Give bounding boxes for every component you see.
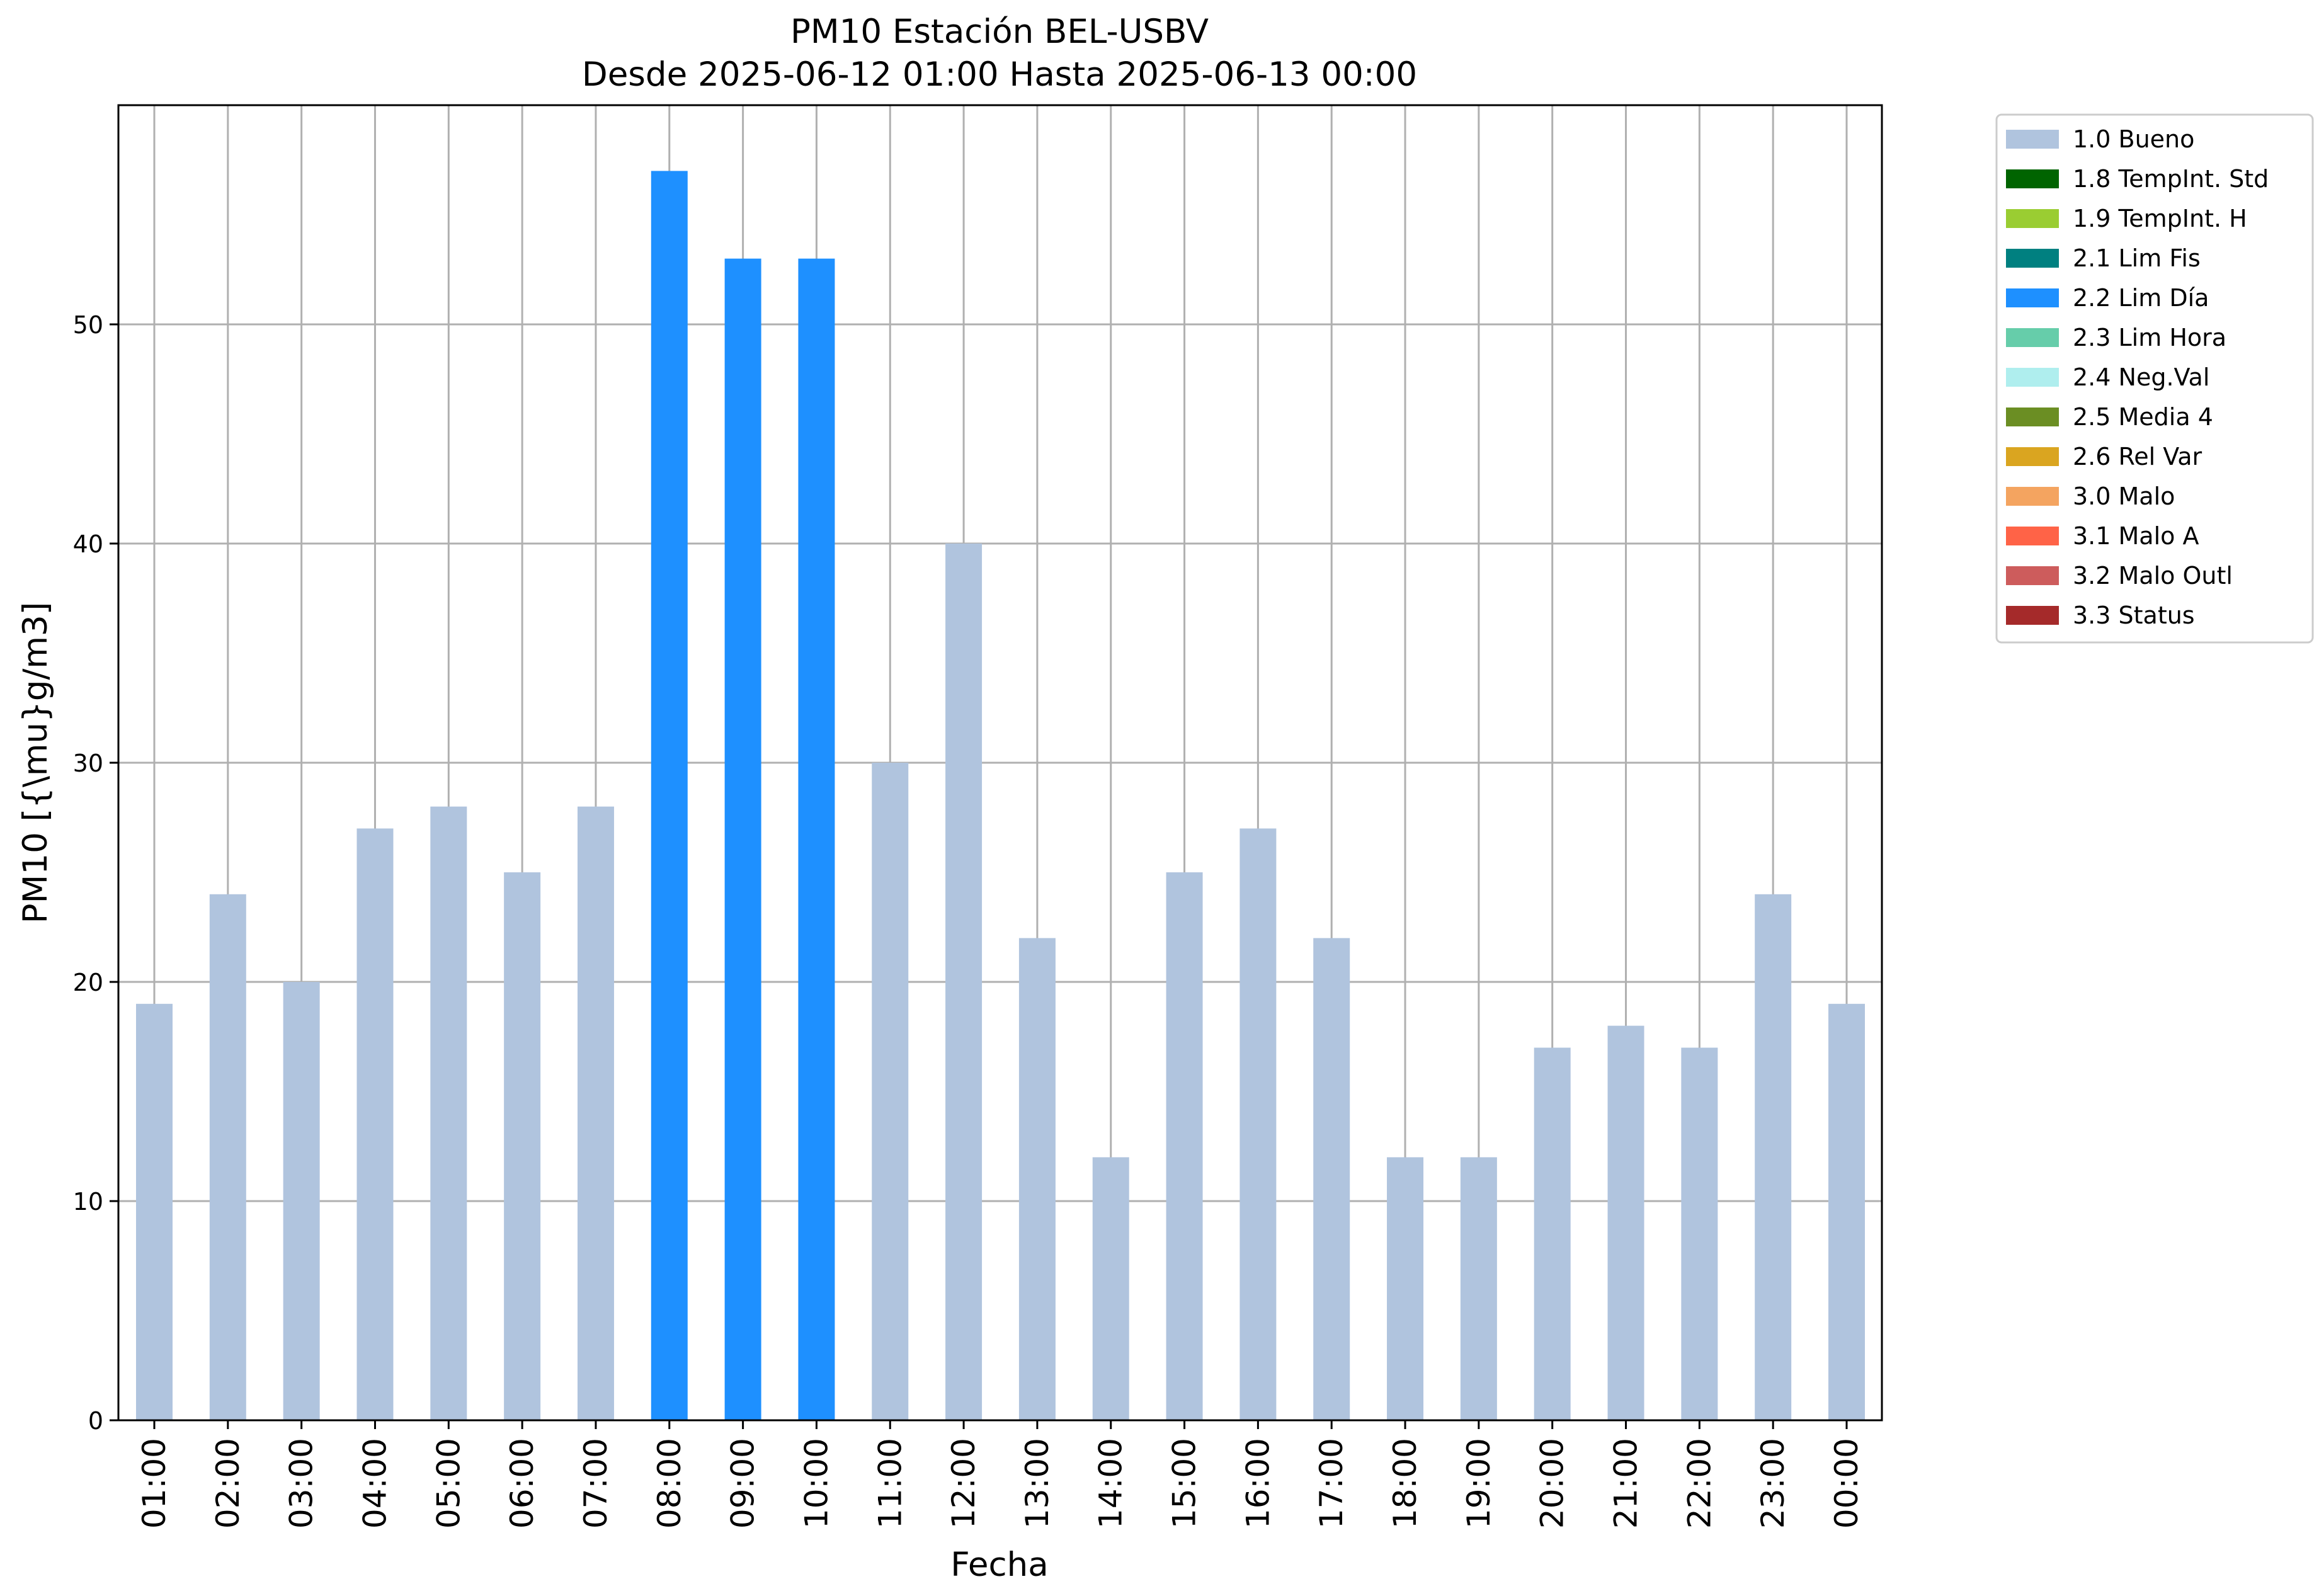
legend: 1.0 Bueno 1.8 TempInt. Std 1.9 TempInt. H 2… [1995, 113, 2314, 644]
x-tick-label: 01:00 [136, 1438, 173, 1529]
x-tick-label: 18:00 [1387, 1438, 1423, 1529]
x-tick-label: 00:00 [1828, 1438, 1865, 1529]
legend-swatch [2006, 169, 2059, 188]
x-tick-label: 08:00 [651, 1438, 688, 1529]
y-tick-label: 20 [73, 969, 103, 996]
legend-label: 2.1 Lim Fis [2073, 244, 2201, 272]
bar [724, 258, 761, 1421]
legend-label: 3.2 Malo Outl [2073, 562, 2233, 590]
bar [1607, 1025, 1644, 1420]
bar [1018, 938, 1056, 1420]
legend-swatch [2006, 408, 2059, 426]
legend-label: 2.2 Lim Día [2073, 284, 2209, 312]
x-tick-label: 11:00 [872, 1438, 908, 1529]
x-tick-label: 21:00 [1608, 1438, 1644, 1529]
legend-frame [1995, 113, 2314, 644]
bar [136, 1003, 173, 1420]
x-tick-label: 14:00 [1093, 1438, 1129, 1529]
bar [430, 806, 467, 1420]
legend-label: 3.1 Malo A [2073, 522, 2199, 550]
x-tick-label: 12:00 [945, 1438, 982, 1529]
bar [1681, 1047, 1718, 1420]
chart-title: PM10 Estación BEL-USBV [790, 13, 1209, 51]
bar [504, 872, 541, 1420]
x-tick-label: 04:00 [356, 1438, 393, 1529]
bar [577, 806, 614, 1420]
x-tick-label: 16:00 [1239, 1438, 1276, 1529]
bar [1828, 1003, 1865, 1420]
bar [1239, 828, 1277, 1420]
x-tick-label: 15:00 [1166, 1438, 1203, 1529]
legend-label: 2.4 Neg.Val [2073, 363, 2209, 391]
x-tick-label: 05:00 [430, 1438, 467, 1529]
x-tick-label: 17:00 [1313, 1438, 1350, 1529]
legend-label: 1.0 Bueno [2073, 125, 2194, 153]
y-tick-label: 50 [73, 311, 103, 339]
y-axis: 0 10 20 30 40 50 [73, 311, 118, 1435]
bar [356, 828, 394, 1420]
x-tick-label: 10:00 [798, 1438, 835, 1529]
legend-label: 1.8 TempInt. Std [2073, 165, 2269, 193]
legend-swatch [2006, 606, 2059, 625]
legend-swatch [2006, 447, 2059, 466]
legend-swatch [2006, 527, 2059, 545]
y-tick-label: 40 [73, 530, 103, 558]
bar [1166, 872, 1203, 1420]
bar [209, 894, 246, 1420]
x-tick-label: 09:00 [725, 1438, 761, 1529]
bar [1534, 1047, 1571, 1420]
x-tick-label: 06:00 [504, 1438, 540, 1529]
legend-label: 1.9 TempInt. H [2073, 205, 2247, 232]
bar [1460, 1157, 1497, 1420]
legend-swatch [2006, 288, 2059, 307]
legend-swatch [2006, 130, 2059, 149]
bar [872, 763, 909, 1420]
x-tick-label: 20:00 [1534, 1438, 1571, 1529]
x-tick-label: 07:00 [578, 1438, 614, 1529]
legend-label: 2.6 Rel Var [2073, 443, 2202, 470]
x-axis: 01:00 02:00 03:00 04:00 05:00 06:00 07:00 08:00… [136, 1420, 1865, 1529]
legend-swatch [2006, 566, 2059, 585]
bar [283, 982, 320, 1420]
bars-layer [136, 171, 1865, 1421]
legend-label: 2.3 Lim Hora [2073, 324, 2226, 351]
x-tick-label: 13:00 [1019, 1438, 1056, 1529]
x-tick-label: 03:00 [283, 1438, 320, 1529]
y-tick-label: 10 [73, 1188, 103, 1216]
chart-subtitle: Desde 2025-06-12 01:00 Hasta 2025-06-13 … [582, 55, 1417, 94]
bar [945, 544, 983, 1420]
legend-label: 2.5 Media 4 [2073, 403, 2213, 431]
bar [1092, 1157, 1129, 1420]
x-axis-label: Fecha [950, 1546, 1048, 1584]
x-tick-label: 23:00 [1755, 1438, 1791, 1529]
legend-swatch [2006, 368, 2059, 387]
legend-label: 3.3 Status [2073, 601, 2195, 629]
bar [1387, 1157, 1424, 1420]
legend-swatch [2006, 328, 2059, 347]
bar [1755, 894, 1792, 1420]
legend-items: 1.0 Bueno 1.8 TempInt. Std 1.9 TempInt. H 2… [2006, 125, 2269, 629]
legend-label: 3.0 Malo [2073, 482, 2175, 510]
bar [651, 171, 688, 1420]
x-tick-label: 22:00 [1681, 1438, 1718, 1529]
bar [1313, 938, 1350, 1420]
x-tick-label: 19:00 [1461, 1438, 1497, 1529]
y-axis-label: PM10 [{\mu}g/m3] [16, 602, 55, 924]
x-tick-label: 02:00 [210, 1438, 246, 1529]
y-tick-label: 0 [88, 1407, 103, 1435]
y-tick-label: 30 [73, 750, 103, 777]
legend-swatch [2006, 249, 2059, 268]
legend-swatch [2006, 209, 2059, 228]
bar [798, 258, 835, 1421]
legend-swatch [2006, 487, 2059, 506]
